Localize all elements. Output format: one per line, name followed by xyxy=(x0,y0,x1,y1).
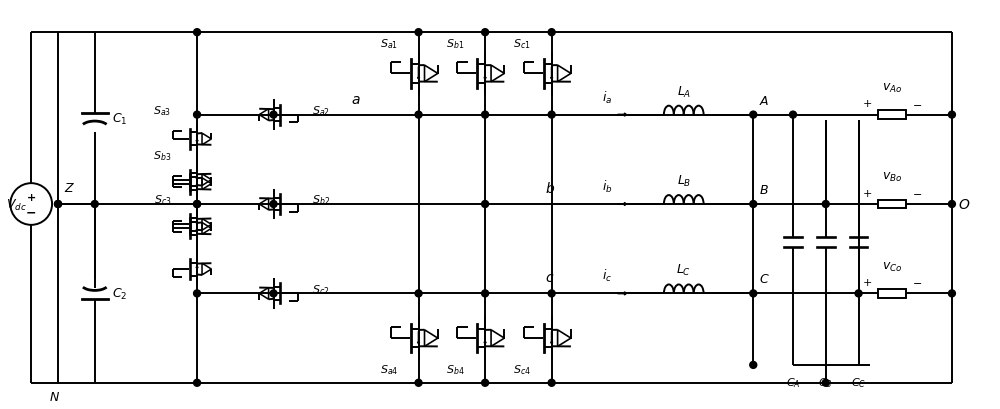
Text: $S_{c3}$: $S_{c3}$ xyxy=(154,193,171,207)
Text: $C_2$: $C_2$ xyxy=(112,286,127,301)
Circle shape xyxy=(948,112,955,119)
Circle shape xyxy=(194,201,201,208)
Circle shape xyxy=(482,112,489,119)
Circle shape xyxy=(548,112,555,119)
Text: $S_{a1}$: $S_{a1}$ xyxy=(380,37,398,50)
Text: $S_{a2}$: $S_{a2}$ xyxy=(312,104,330,118)
Circle shape xyxy=(482,380,489,387)
Text: $S_{c4}$: $S_{c4}$ xyxy=(513,362,531,376)
Circle shape xyxy=(948,201,955,208)
Text: C: C xyxy=(759,273,768,286)
Circle shape xyxy=(948,290,955,297)
Circle shape xyxy=(415,112,422,119)
Text: $L_A$: $L_A$ xyxy=(677,84,691,99)
Text: $+$: $+$ xyxy=(862,98,873,109)
Circle shape xyxy=(194,290,201,297)
Text: $C_1$: $C_1$ xyxy=(112,111,127,126)
Circle shape xyxy=(55,201,61,208)
Circle shape xyxy=(55,201,61,208)
Text: $i_b$: $i_b$ xyxy=(602,179,613,195)
Bar xyxy=(878,289,906,298)
Circle shape xyxy=(822,380,829,387)
Text: $-$: $-$ xyxy=(912,277,922,287)
Text: $S_{c2}$: $S_{c2}$ xyxy=(312,282,329,296)
Circle shape xyxy=(790,112,796,119)
Circle shape xyxy=(194,380,201,387)
Text: $v_{Co}$: $v_{Co}$ xyxy=(882,260,903,273)
Text: A: A xyxy=(759,94,768,108)
Text: $C_B$: $C_B$ xyxy=(818,375,833,389)
Circle shape xyxy=(194,112,201,119)
Text: $S_{b2}$: $S_{b2}$ xyxy=(312,193,330,207)
Circle shape xyxy=(194,29,201,36)
Text: $v_{Ao}$: $v_{Ao}$ xyxy=(882,81,902,94)
Text: b: b xyxy=(545,182,554,196)
Text: N: N xyxy=(49,390,59,403)
Circle shape xyxy=(270,112,277,119)
Text: $V_{dc}$: $V_{dc}$ xyxy=(6,197,27,212)
Bar xyxy=(878,200,906,209)
Circle shape xyxy=(194,201,201,208)
Text: $S_{a4}$: $S_{a4}$ xyxy=(380,362,398,376)
Circle shape xyxy=(91,201,98,208)
Text: $S_{b3}$: $S_{b3}$ xyxy=(153,148,171,162)
Circle shape xyxy=(548,380,555,387)
Circle shape xyxy=(750,290,757,297)
Circle shape xyxy=(855,290,862,297)
Text: $L_B$: $L_B$ xyxy=(677,173,691,189)
Text: $i_a$: $i_a$ xyxy=(602,89,612,106)
Circle shape xyxy=(548,290,555,297)
Circle shape xyxy=(548,29,555,36)
Text: $v_{Bo}$: $v_{Bo}$ xyxy=(882,171,903,184)
Text: $-$: $-$ xyxy=(912,99,922,108)
Circle shape xyxy=(482,201,489,208)
Text: $S_{a3}$: $S_{a3}$ xyxy=(153,104,171,118)
Text: c: c xyxy=(546,271,553,285)
Text: $S_{b1}$: $S_{b1}$ xyxy=(446,37,464,50)
Text: $+$: $+$ xyxy=(862,187,873,198)
Circle shape xyxy=(822,201,829,208)
Circle shape xyxy=(270,201,277,208)
Text: $L_C$: $L_C$ xyxy=(676,263,691,278)
Circle shape xyxy=(270,290,277,297)
Circle shape xyxy=(750,112,757,119)
Circle shape xyxy=(750,362,757,369)
Text: $O$: $O$ xyxy=(958,198,970,211)
Circle shape xyxy=(482,29,489,36)
Text: −: − xyxy=(26,206,36,219)
Circle shape xyxy=(482,290,489,297)
Text: $S_{c1}$: $S_{c1}$ xyxy=(513,37,531,50)
Text: a: a xyxy=(352,92,360,106)
Text: +: + xyxy=(27,192,36,202)
Circle shape xyxy=(750,201,757,208)
Text: Z: Z xyxy=(64,182,73,195)
Text: $C_C$: $C_C$ xyxy=(851,375,866,389)
Text: $C_A$: $C_A$ xyxy=(786,375,800,389)
Circle shape xyxy=(415,29,422,36)
Circle shape xyxy=(415,290,422,297)
Text: $+$: $+$ xyxy=(862,276,873,287)
Circle shape xyxy=(415,380,422,387)
Text: B: B xyxy=(759,184,768,197)
Text: $-$: $-$ xyxy=(912,188,922,198)
Text: $S_{b4}$: $S_{b4}$ xyxy=(446,362,465,376)
Bar xyxy=(878,111,906,120)
Text: $i_c$: $i_c$ xyxy=(602,268,612,284)
